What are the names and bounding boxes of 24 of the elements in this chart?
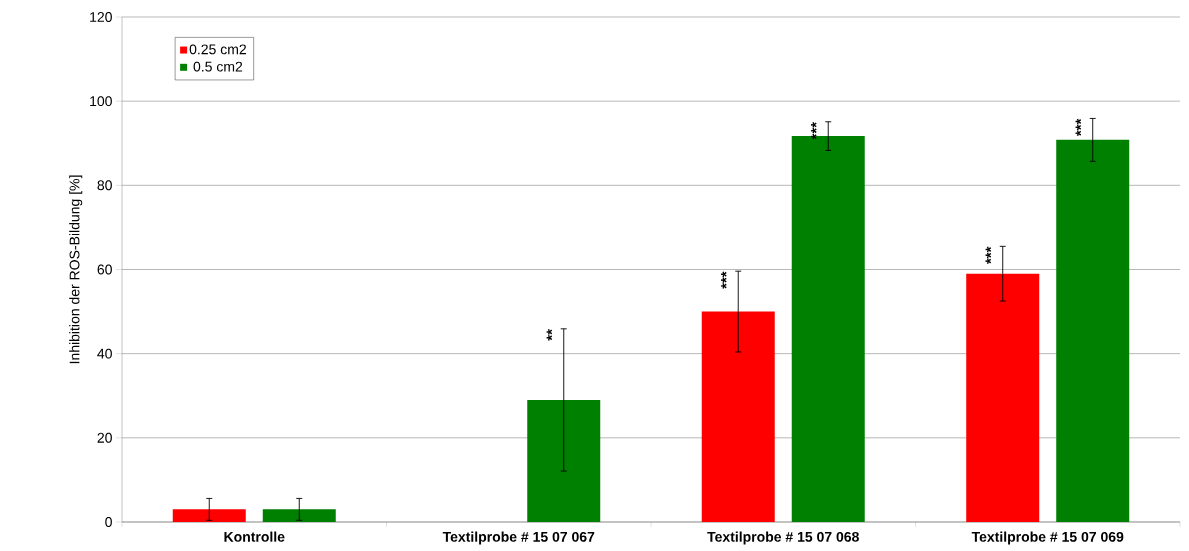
- y-axis-title: Inhibition der ROS-Bildung [%]: [69, 175, 83, 364]
- annotation: ***: [985, 246, 992, 265]
- bar: [262, 509, 336, 522]
- bar: [172, 509, 246, 522]
- annotation: ***: [811, 122, 817, 140]
- y-tick-label: 60: [97, 264, 112, 275]
- y-tick-label: 20: [97, 432, 112, 443]
- bar: [701, 311, 775, 522]
- y-tick-label: 100: [90, 96, 112, 107]
- x-tick-label: Textilprobe # 15 07 069: [971, 531, 1124, 545]
- x-tick-label: Textilprobe # 15 07 068: [707, 531, 859, 545]
- bar: [1056, 139, 1130, 522]
- annotation: ***: [721, 271, 727, 289]
- x-tick-label: Kontrolle: [224, 531, 285, 542]
- y-tick-label: 120: [90, 12, 112, 22]
- y-tick-label: 0: [105, 517, 112, 527]
- annotation: **: [546, 329, 553, 341]
- legend-label: 0.25 cm2: [189, 44, 246, 55]
- annotation: ***: [1075, 118, 1082, 137]
- bar: [966, 273, 1040, 522]
- x-tick-label: Textilprobe # 15 07 067: [442, 531, 595, 545]
- y-tick-label: 80: [97, 180, 112, 191]
- y-tick-label: 40: [97, 348, 112, 359]
- legend-label: 0.5 cm2: [193, 61, 243, 72]
